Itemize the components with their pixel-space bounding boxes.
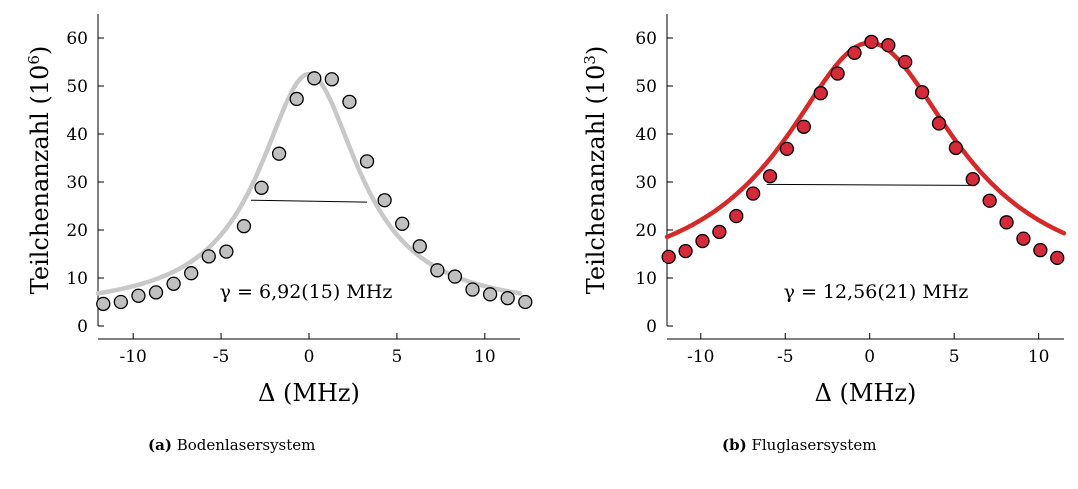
y-tick-label: 10 [635, 269, 657, 289]
gamma-annotation: γ = 12,56(21) MHz [784, 281, 969, 303]
data-point [796, 119, 811, 134]
gamma-annotation: γ = 6,92(15) MHz [220, 281, 393, 303]
data-point [430, 263, 445, 278]
y-tick-label: 0 [77, 317, 88, 337]
y-tick-label: 50 [66, 77, 88, 97]
y-tick-label: 30 [66, 173, 88, 193]
y-tick-label: 60 [635, 29, 657, 49]
data-point [746, 186, 761, 201]
caption-b-text: Fluglasersystem [751, 436, 877, 454]
data-point [166, 276, 181, 291]
x-tick-label: -10 [119, 347, 146, 367]
caption-b-label: (b) [722, 436, 747, 454]
data-point [184, 266, 199, 281]
x-tick-label: -5 [777, 347, 794, 367]
data-point [830, 66, 845, 81]
fit-curve [95, 71, 523, 296]
data-point [1033, 243, 1048, 258]
caption-a-text: Bodenlasersystem [176, 436, 316, 454]
data-point [131, 288, 146, 303]
data-point [271, 146, 287, 161]
y-tick-label: 40 [635, 125, 657, 145]
fit-curve [664, 40, 1067, 240]
data-point [712, 224, 727, 240]
data-point [447, 269, 463, 284]
data-point [729, 208, 744, 224]
x-tick-label: 5 [949, 347, 960, 367]
fwhm-line [250, 199, 368, 203]
data-point [342, 94, 357, 109]
chart-panel-0: 0 10 20 30 40 50 60 -10 -5 0 5 10 Teilchenanzahl (10… [25, 14, 533, 407]
x-tick-label: 10 [474, 347, 496, 367]
data-point [678, 243, 693, 259]
data-point [813, 86, 828, 101]
y-tick-label: 60 [66, 29, 88, 49]
data-point [518, 294, 533, 310]
caption-b: (b) Fluglasersystem [722, 436, 876, 454]
data-point [219, 244, 234, 259]
data-point [201, 249, 216, 264]
data-point [359, 154, 375, 169]
x-tick-label: 0 [304, 347, 315, 367]
data-point [236, 219, 252, 234]
data-point [762, 169, 778, 184]
data-point [289, 91, 304, 107]
data-point [1050, 250, 1065, 265]
x-tick-label: 0 [864, 347, 875, 367]
data-point [661, 249, 676, 265]
data-point [307, 71, 322, 86]
y-tick-label: 10 [66, 269, 88, 289]
data-point [482, 287, 498, 302]
caption-a: (a) Bodenlasersystem [148, 436, 315, 454]
y-tick-label: 0 [646, 317, 657, 337]
data-point [148, 285, 164, 300]
data-point [1016, 231, 1031, 246]
data-point [465, 282, 480, 297]
data-point [395, 216, 410, 231]
data-point [864, 34, 879, 49]
data-point [965, 171, 980, 187]
x-tick-label: 5 [392, 347, 403, 367]
data-point [881, 38, 896, 53]
data-point [113, 294, 129, 310]
x-axis-label: Δ (MHz) [815, 379, 917, 407]
y-axis-label: Teilchenanzahl (106) [25, 46, 54, 295]
data-point [898, 54, 913, 70]
data-point [847, 45, 862, 61]
data-point [982, 193, 997, 208]
x-tick-label: 10 [1028, 347, 1050, 367]
data-point [931, 116, 947, 131]
data-point [914, 85, 930, 100]
y-axis-label: Teilchenanzahl (103) [581, 46, 610, 295]
y-tick-label: 30 [635, 173, 657, 193]
y-tick-label: 40 [66, 125, 88, 145]
data-point [779, 141, 795, 157]
data-point [412, 239, 427, 254]
data-point [695, 233, 710, 249]
y-tick-label: 50 [635, 77, 657, 97]
fwhm-line [766, 183, 973, 186]
chart-panel-1: 0 10 20 30 40 50 60 -10 -5 0 5 10 Teilchenanzahl (10… [581, 14, 1067, 407]
data-point [377, 193, 392, 208]
data-point [96, 296, 111, 312]
caption-a-label: (a) [148, 436, 172, 454]
data-point [948, 140, 964, 156]
data-point [324, 72, 340, 87]
data-point [254, 180, 269, 195]
x-tick-label: -5 [213, 347, 230, 367]
data-point [500, 291, 515, 306]
x-tick-label: -10 [687, 347, 714, 367]
x-axis-label: Δ (MHz) [258, 379, 360, 407]
data-point [999, 215, 1014, 230]
y-tick-label: 20 [66, 221, 88, 241]
y-tick-label: 20 [635, 221, 657, 241]
